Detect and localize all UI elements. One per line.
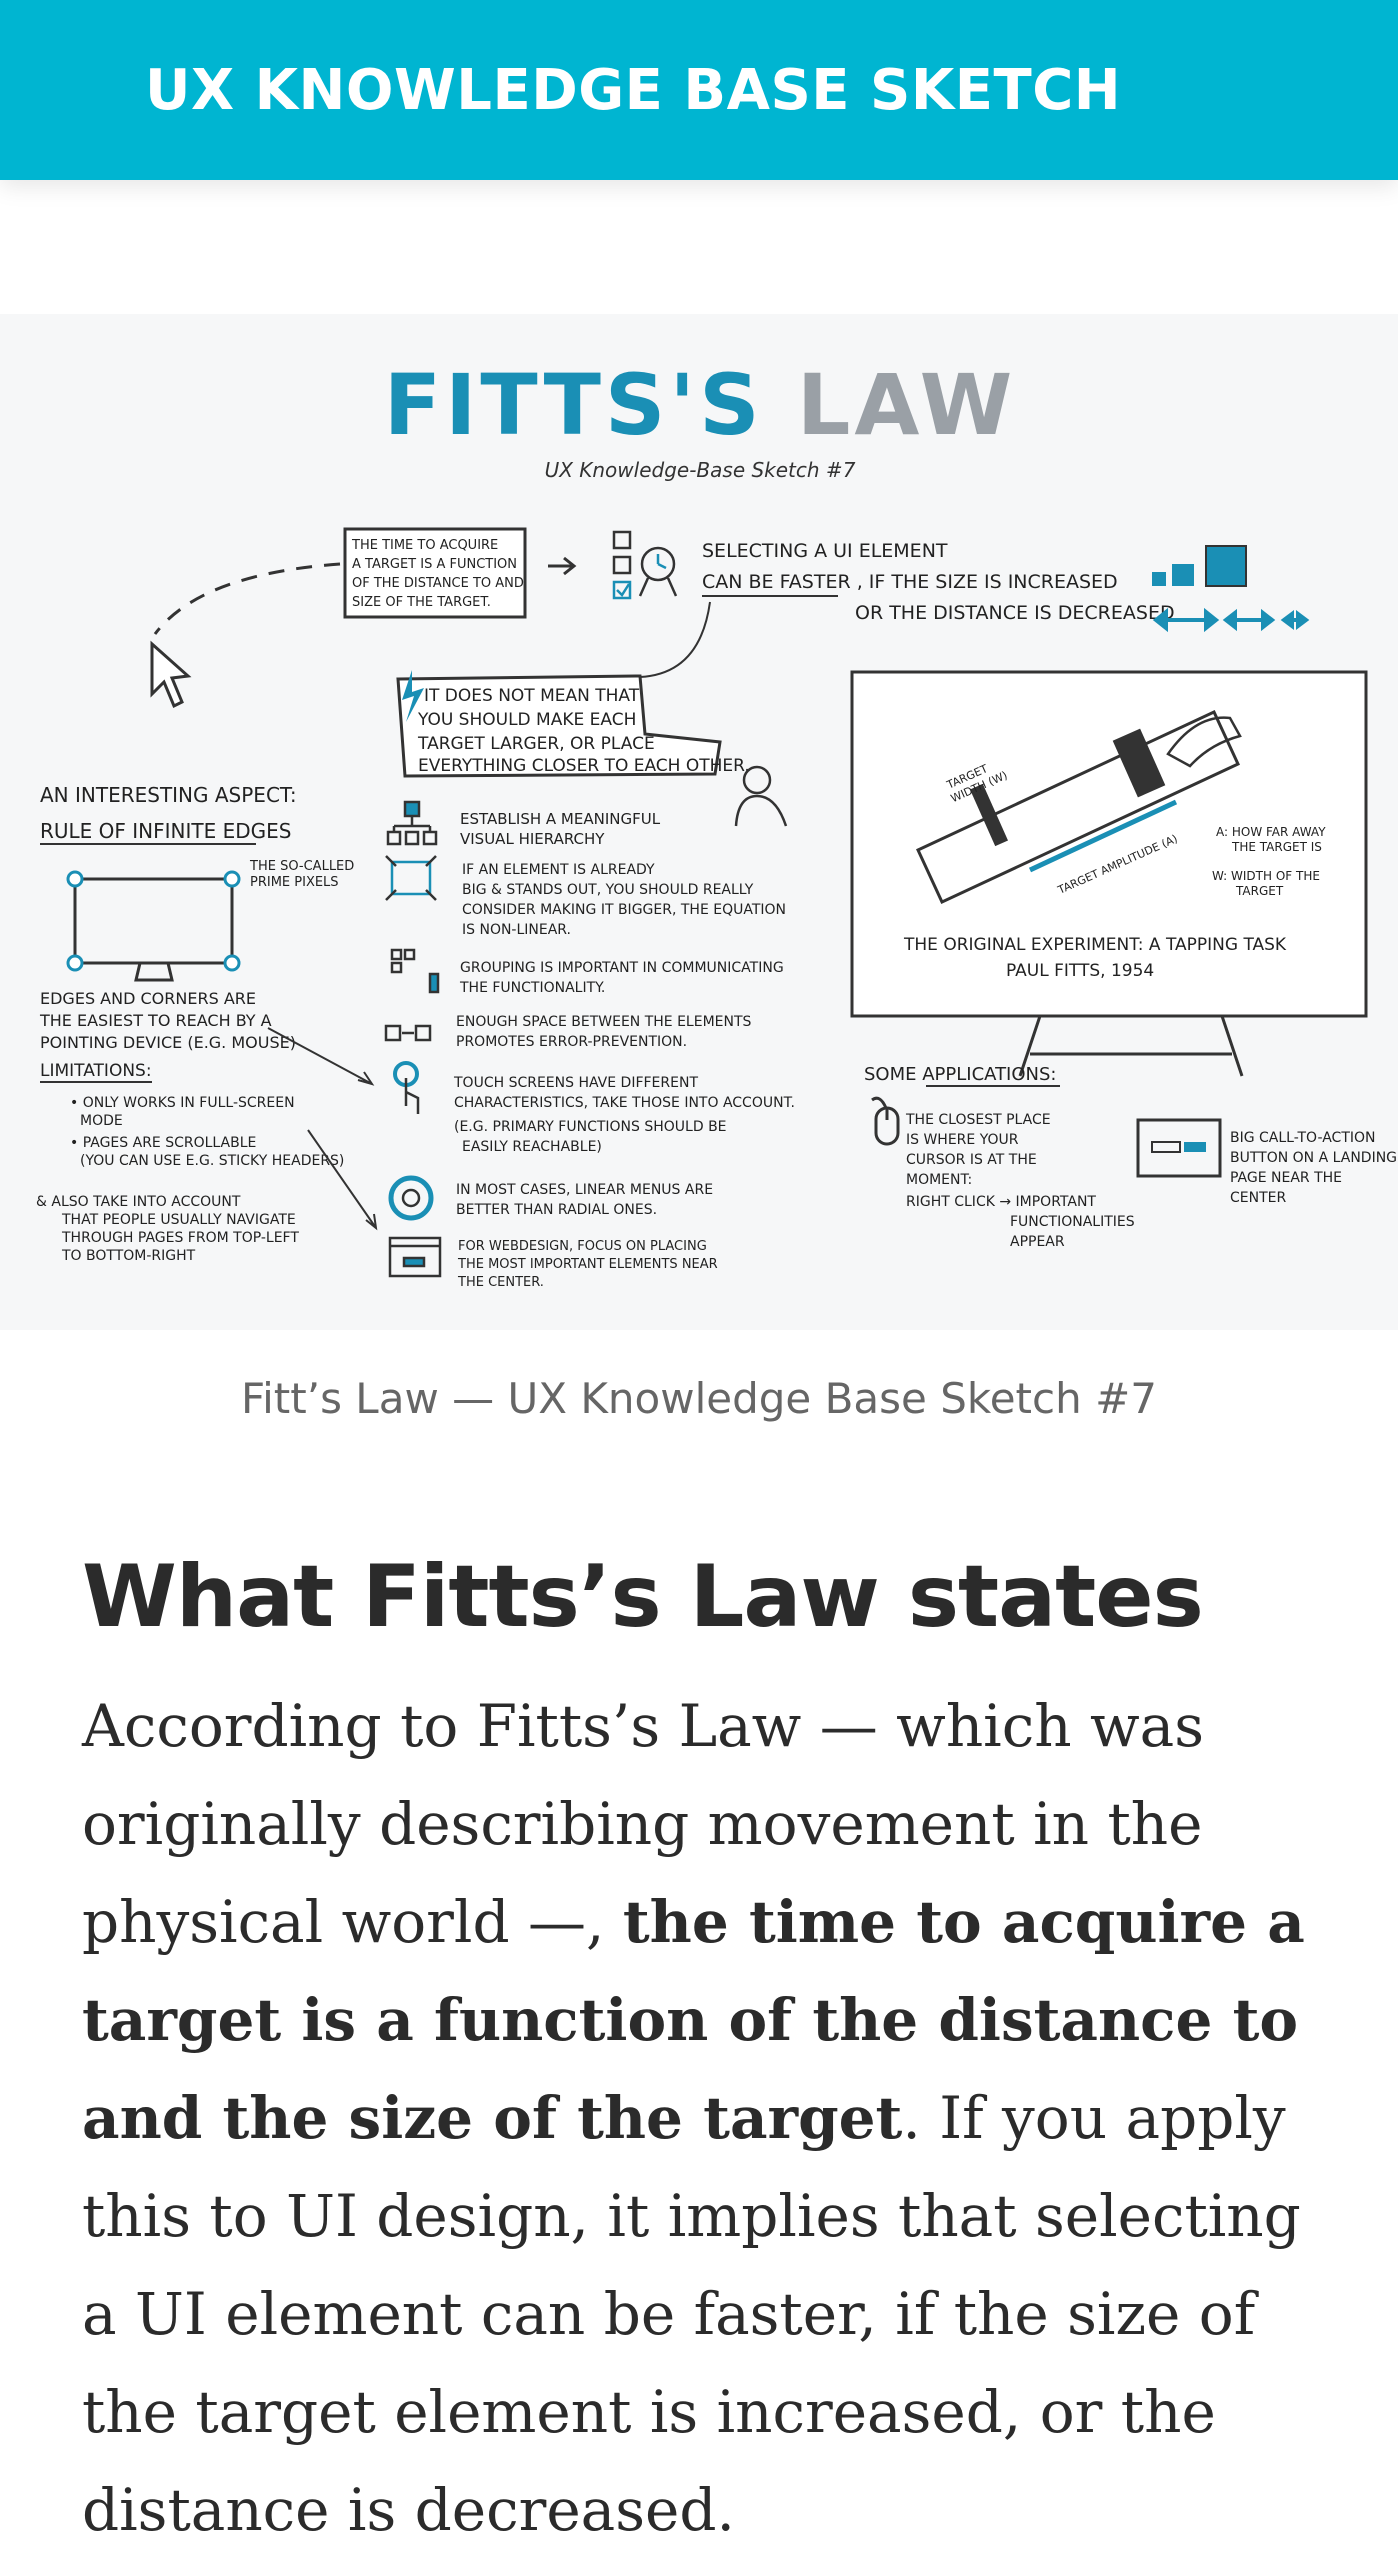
- resize-icon: [385, 855, 437, 901]
- definition-box: [343, 527, 527, 619]
- tip-grouping: GROUPING IS IMPORTANT IN COMMUNICATING T…: [459, 960, 788, 996]
- aspect-subtitle: RULE OF INFINITE EDGES: [40, 819, 291, 843]
- aspect-title: AN INTERESTING ASPECT:: [40, 783, 297, 807]
- legend-a: A: HOW FAR AWAY THE TARGET IS: [1216, 825, 1329, 854]
- tip-menus: IN MOST CASES, LINEAR MENUS ARE BETTER T…: [456, 1182, 718, 1218]
- landing-page-icon: [1136, 1118, 1222, 1178]
- person-icon: [734, 765, 788, 827]
- arrow-right-icon: [548, 556, 577, 576]
- dashed-path: [153, 562, 341, 635]
- touch-icon: [393, 1061, 420, 1114]
- spacing-icon: [384, 1024, 432, 1042]
- screen-frame-icon: [66, 870, 241, 982]
- article-paragraph: According to Fitts’s Law — which was ori…: [82, 1677, 1316, 2559]
- easel-stand: [1018, 1015, 1244, 1077]
- lightning-icon: [402, 670, 424, 722]
- definition-text: THE TIME TO ACQUIRE A TARGET IS A FUNCTI…: [351, 538, 528, 610]
- experiment-caption: THE ORIGINAL EXPERIMENT: A TAPPING TASK …: [903, 935, 1291, 981]
- sketch-figure: FITTS'S LAW UX Knowledge-Base Sketch #7 …: [0, 314, 1398, 1423]
- tip-spacing: ENOUGH SPACE BETWEEN THE ELEMENTS PROMOT…: [456, 1014, 756, 1050]
- sketch-subtitle: UX Knowledge-Base Sketch #7: [545, 458, 856, 482]
- closest-place-text: THE CLOSEST PLACE IS WHERE YOUR CURSOR I…: [905, 1112, 1139, 1250]
- experiment-board: [850, 670, 1368, 1018]
- site-header: UX KNOWLEDGE BASE SKETCH: [0, 0, 1398, 180]
- applications-title: SOME APPLICATIONS:: [864, 1064, 1057, 1085]
- cursor-icon: [150, 640, 192, 709]
- sketch-title: FITTS'S LAW: [384, 356, 1017, 454]
- hierarchy-icon: [386, 800, 438, 846]
- edges-text: EDGES AND CORNERS ARE THE EASIEST TO REA…: [39, 989, 296, 1052]
- paragraph-text: According to Fitts’s Law — which was ori…: [82, 1692, 1204, 1956]
- cta-text: BIG CALL-TO-ACTION BUTTON ON A LANDING P…: [1230, 1130, 1398, 1206]
- stopwatch-icon: [638, 546, 678, 597]
- checkbox-list-icon: [612, 530, 632, 600]
- arrow-icon: [267, 1027, 375, 1086]
- paragraph-emphasis: the time to acquire a target is a functi…: [82, 1888, 1305, 2152]
- limitations-list: • ONLY WORKS IN FULL-SCREEN MODE • PAGES…: [70, 1095, 344, 1169]
- fitts-law-sketch: FITTS'S LAW UX Knowledge-Base Sketch #7 …: [0, 314, 1398, 1330]
- tip-touch: TOUCH SCREENS HAVE DIFFERENT CHARACTERIS…: [453, 1075, 799, 1155]
- callout-box: [396, 674, 722, 778]
- tip-webdesign: FOR WEBDESIGN, FOCUS ON PLACING THE MOST…: [457, 1239, 722, 1290]
- mouse-icon: [871, 1096, 900, 1146]
- prime-pixels-label: THE SO-CALLED PRIME PIXELS: [249, 859, 358, 890]
- paragraph-text: . If you apply this to UI design, it imp…: [82, 2084, 1301, 2544]
- growing-squares-icon: [1152, 545, 1247, 587]
- legend-w: W: WIDTH OF THE TARGET: [1212, 869, 1324, 898]
- also-note: & ALSO TAKE INTO ACCOUNT THAT PEOPLE USU…: [36, 1194, 303, 1264]
- shrinking-distance-arrows-icon: [1152, 607, 1310, 633]
- grouping-icon: [390, 948, 440, 994]
- radial-menu-icon: [388, 1175, 434, 1221]
- selecting-text: SELECTING A UI ELEMENT CAN BE FASTER , I…: [702, 540, 1175, 624]
- tip-hierarchy: ESTABLISH A MEANINGFUL VISUAL HIERARCHY: [460, 810, 665, 848]
- callout-text: IT DOES NOT MEAN THAT YOU SHOULD MAKE EA…: [417, 686, 750, 776]
- limitations-title: LIMITATIONS:: [40, 1061, 152, 1081]
- site-title-link[interactable]: UX KNOWLEDGE BASE SKETCH: [145, 57, 1122, 123]
- article: What Fitts’s Law states According to Fit…: [0, 1547, 1398, 2559]
- tip-size: IF AN ELEMENT IS ALREADY BIG & STANDS OU…: [462, 862, 790, 938]
- section-heading: What Fitts’s Law states: [82, 1547, 1204, 1647]
- tapping-task-illustration: [916, 710, 1242, 904]
- webpage-icon: [388, 1236, 442, 1278]
- arrow-icon: [307, 1129, 378, 1231]
- figure-caption: Fitt’s Law — UX Knowledge Base Sketch #7: [241, 1374, 1157, 1423]
